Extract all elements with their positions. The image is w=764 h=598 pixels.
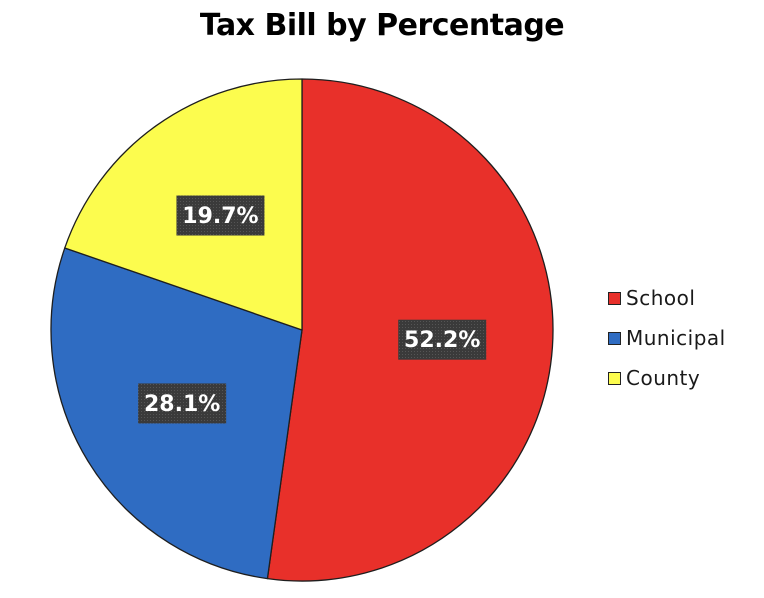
chart-title: Tax Bill by Percentage (199, 8, 565, 43)
data-label-box-county (176, 195, 265, 236)
legend-item-municipal: Municipal (608, 324, 726, 352)
data-label-school: 52.2% (398, 319, 487, 360)
data-label-box-municipal (138, 383, 227, 424)
legend-label-municipal: Municipal (626, 326, 726, 350)
pie-data-labels: 52.2% 28.1% 19.7% (138, 195, 487, 424)
data-label-box-school (398, 319, 487, 360)
legend-swatch-school (608, 291, 621, 305)
legend-swatch-county (608, 371, 621, 385)
legend-item-county: County (608, 364, 726, 392)
legend-swatch-municipal (608, 331, 621, 345)
legend-label-county: County (626, 366, 701, 390)
data-label-county: 19.7% (176, 195, 265, 236)
legend-label-school: School (626, 286, 696, 310)
data-label-text-municipal: 28.1% (144, 392, 220, 417)
data-label-municipal: 28.1% (138, 383, 227, 424)
legend: School Municipal County (608, 284, 726, 404)
data-label-text-school: 52.2% (404, 328, 480, 353)
legend-item-school: School (608, 284, 726, 312)
data-label-text-county: 19.7% (182, 204, 258, 229)
